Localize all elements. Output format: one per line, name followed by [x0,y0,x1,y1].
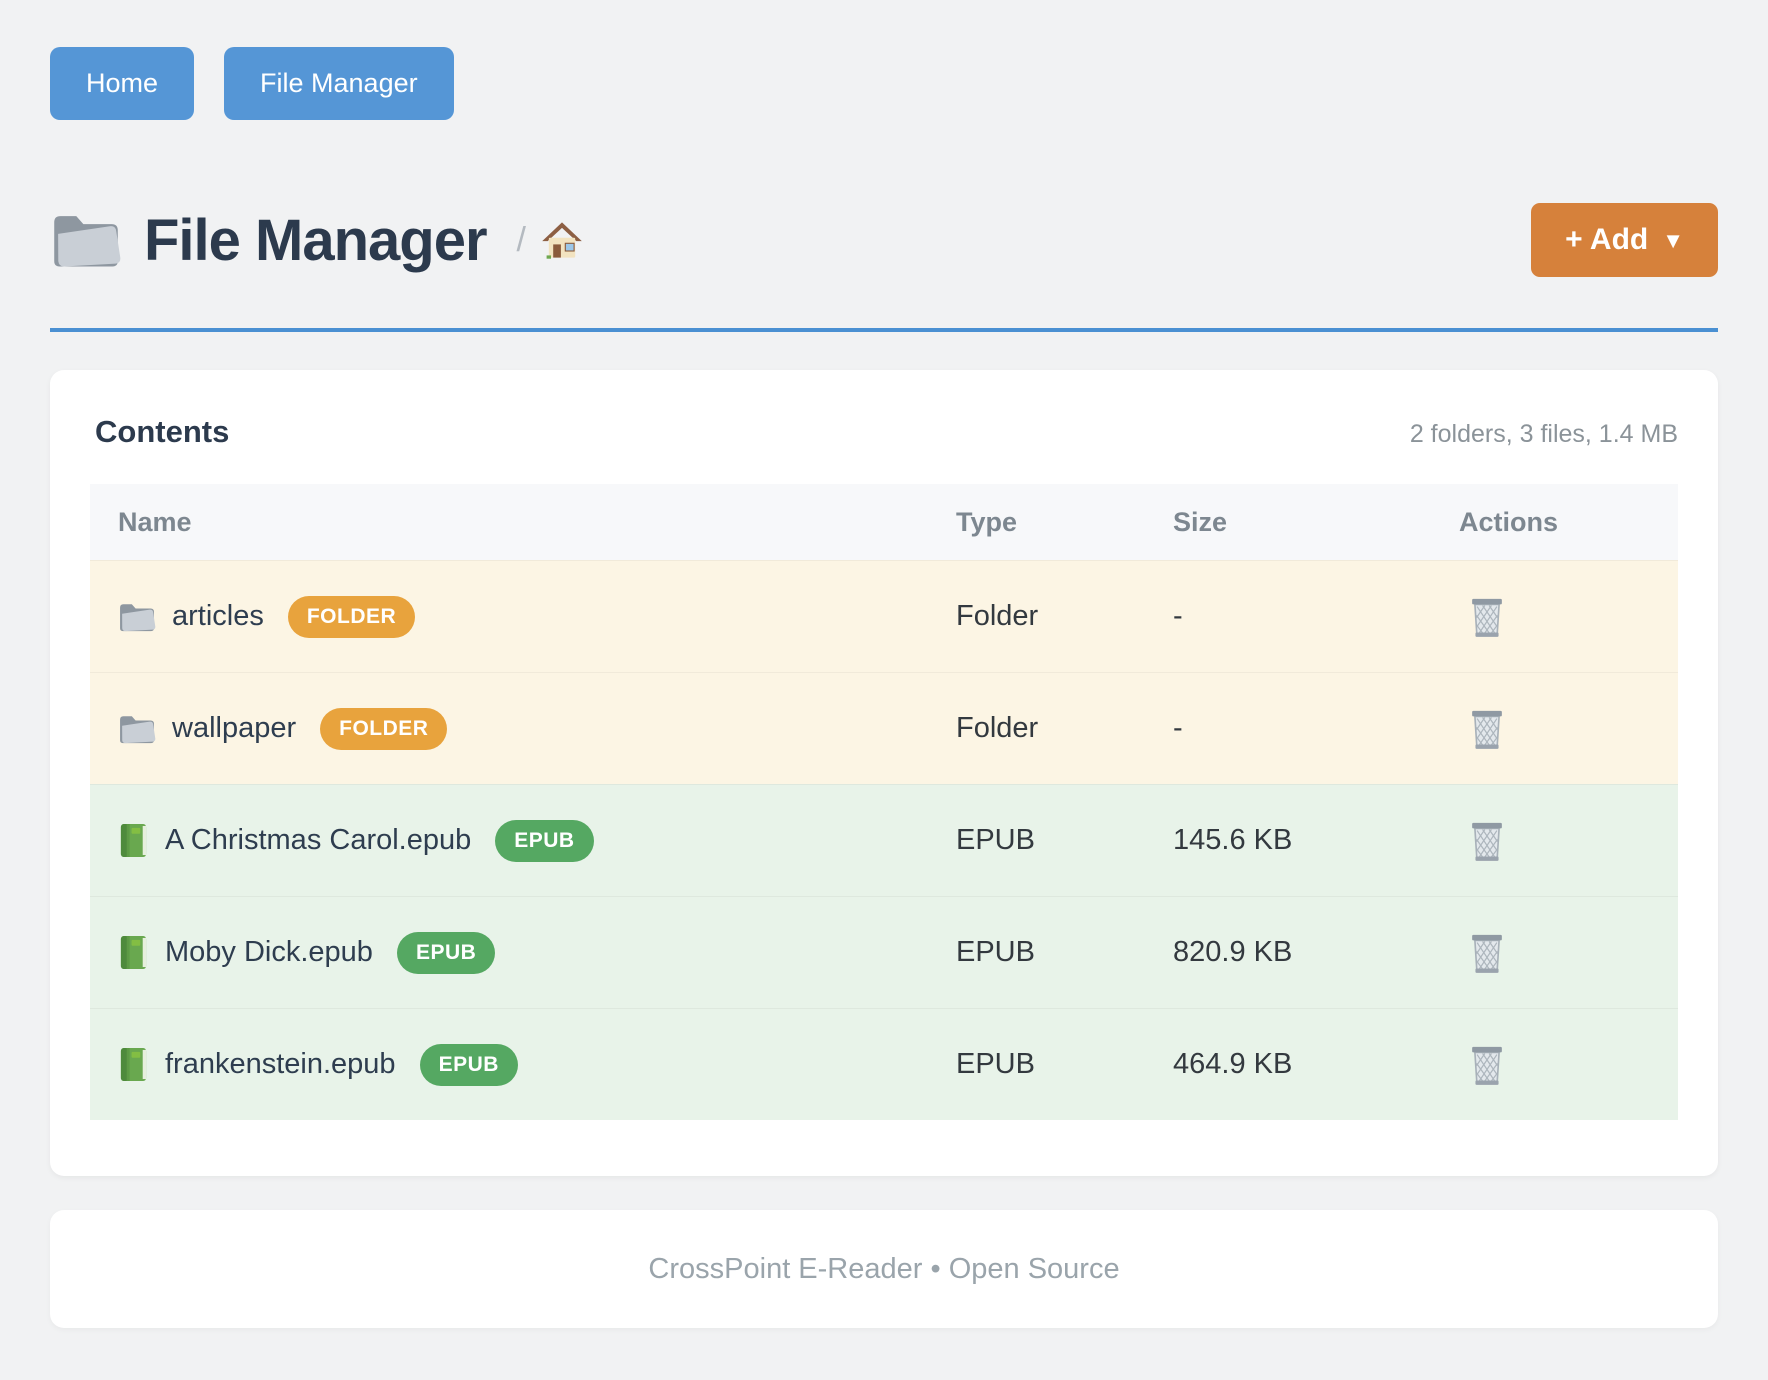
file-name[interactable]: Moby Dick.epub [165,936,373,968]
nav-home-button[interactable]: Home [50,47,195,120]
trash-icon [1465,929,1509,976]
file-size: 145.6 KB [1173,824,1293,856]
table-row[interactable]: wallpaper FOLDER Folder - [90,672,1678,784]
table-header-row: Name Type Size Actions [90,484,1678,560]
contents-title: Contents [95,414,230,449]
add-button[interactable]: + Add ▼ [1531,203,1718,277]
page: Home File Manager File Manager / + Add ▼… [50,47,1718,1328]
footer-card: CrossPoint E-Reader • Open Source [50,1210,1718,1328]
top-nav: Home File Manager [50,47,1718,120]
file-name[interactable]: wallpaper [172,712,297,744]
contents-summary: 2 folders, 3 files, 1.4 MB [1409,420,1678,448]
trash-icon [1465,593,1509,640]
book-icon [118,1046,149,1083]
column-header-actions: Actions [1459,506,1559,537]
column-header-size: Size [1173,506,1228,537]
trash-icon [1465,817,1509,864]
column-header-type: Type [956,506,1018,537]
add-button-label: + Add [1565,223,1649,256]
file-table: Name Type Size Actions articles FOLDER F… [90,484,1678,1120]
file-type: EPUB [956,936,1035,968]
delete-button[interactable] [1465,593,1509,640]
file-type: EPUB [956,1048,1035,1080]
book-icon [118,822,149,859]
delete-button[interactable] [1465,929,1509,976]
file-size: - [1173,712,1183,744]
file-type: EPUB [956,824,1035,856]
trash-icon [1465,1041,1509,1088]
book-icon [118,934,149,971]
delete-button[interactable] [1465,705,1509,752]
type-badge: EPUB [419,1043,518,1086]
table-row[interactable]: frankenstein.epub EPUB EPUB 464.9 KB [90,1008,1678,1120]
nav-file-manager-button[interactable]: File Manager [224,47,454,120]
file-name[interactable]: articles [172,600,264,632]
type-badge: EPUB [396,931,496,974]
file-name[interactable]: A Christmas Carol.epub [165,824,472,856]
trash-icon [1465,705,1509,752]
delete-button[interactable] [1465,1041,1509,1088]
column-header-name: Name [118,506,192,537]
type-badge: FOLDER [287,595,416,638]
folder-icon [50,210,122,270]
file-type: Folder [956,600,1039,632]
file-size: - [1173,600,1183,632]
type-badge: FOLDER [320,707,448,750]
table-row[interactable]: A Christmas Carol.epub EPUB EPUB 145.6 K… [90,784,1678,896]
footer-text: CrossPoint E-Reader • Open Source [648,1252,1120,1285]
breadcrumb-separator: / [516,220,526,259]
contents-card-header: Contents 2 folders, 3 files, 1.4 MB [90,414,1678,450]
file-type: Folder [956,712,1039,744]
page-header: File Manager / + Add ▼ [50,194,1718,286]
table-row[interactable]: Moby Dick.epub EPUB EPUB 820.9 KB [90,896,1678,1008]
folder-icon [118,713,156,745]
page-title: File Manager [144,207,488,273]
type-badge: EPUB [495,819,594,862]
table-row[interactable]: articles FOLDER Folder - [90,560,1678,672]
house-icon[interactable] [540,218,584,262]
title-divider [50,328,1718,332]
file-name[interactable]: frankenstein.epub [165,1048,396,1080]
file-size: 820.9 KB [1173,936,1293,968]
delete-button[interactable] [1465,817,1509,864]
file-size: 464.9 KB [1173,1048,1293,1080]
contents-card: Contents 2 folders, 3 files, 1.4 MB Name… [50,370,1718,1176]
folder-icon [118,601,156,633]
chevron-down-icon: ▼ [1662,228,1684,253]
